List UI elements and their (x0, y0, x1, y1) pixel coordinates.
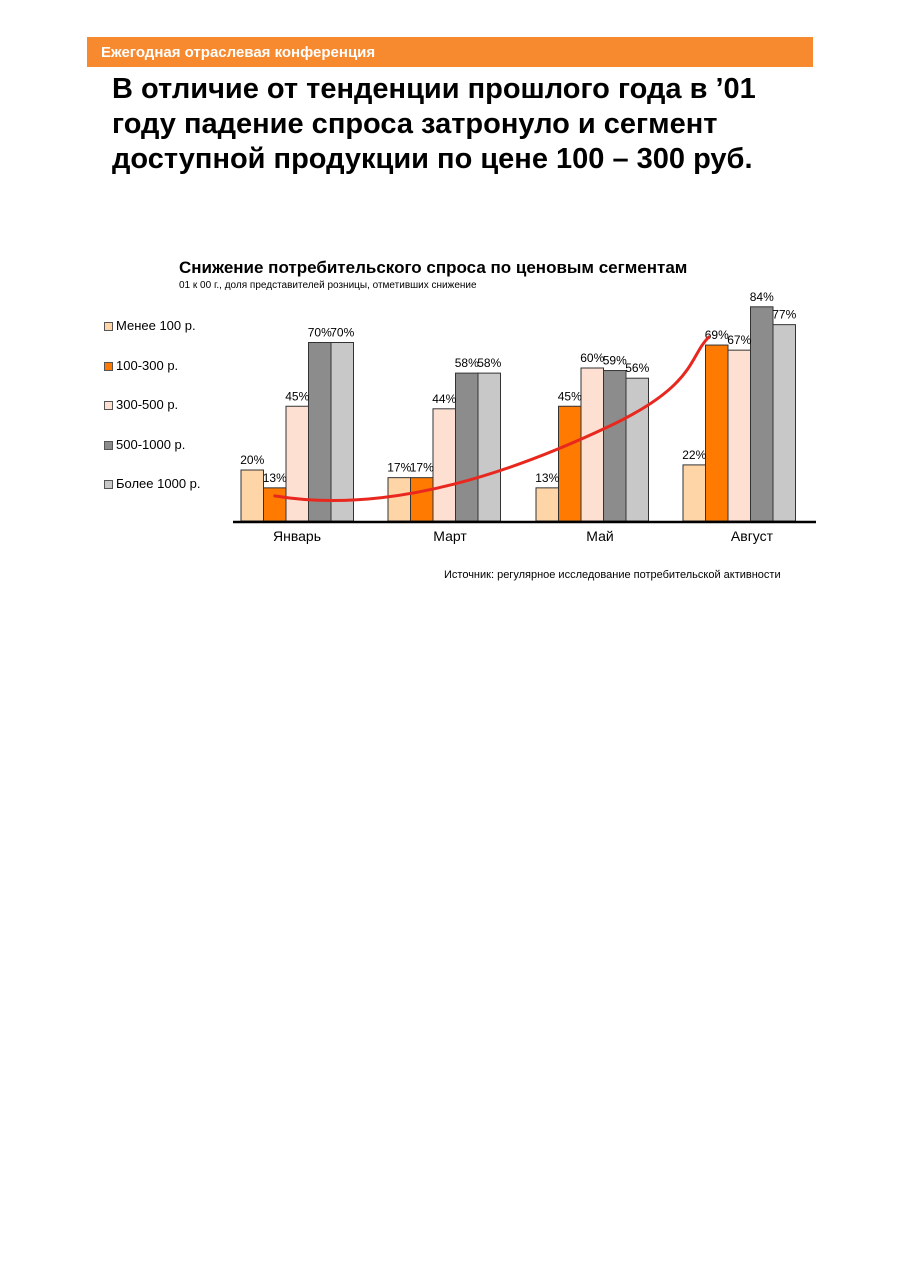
bar (432, 408, 456, 522)
data-label: 17% (410, 461, 434, 475)
trend-line (273, 335, 711, 503)
data-label: 13% (263, 471, 287, 485)
category-labels-layer: Январь Март Май Август (273, 528, 774, 544)
legend-swatch (104, 440, 113, 450)
chart-subtitle: 01 к 00 г., доля представителей розницы,… (179, 280, 477, 291)
data-label: 70% (308, 326, 332, 340)
data-label: 45% (558, 389, 582, 403)
data-label: 17% (387, 461, 411, 475)
bar-chart: 20%13%45%70%70%17%17%44%58%58%13%45%60%5… (233, 290, 816, 544)
data-label: 20% (240, 453, 264, 467)
bar (455, 372, 479, 522)
category-label: Май (586, 528, 613, 544)
data-label: 45% (285, 389, 309, 403)
data-label: 58% (477, 356, 501, 370)
data-label: 84% (750, 290, 774, 304)
category-label: Август (731, 528, 774, 544)
bar (682, 464, 706, 522)
bar (308, 342, 332, 522)
legend-label: 100-300 р. (116, 357, 179, 373)
data-label: 44% (432, 392, 456, 406)
legend-label: 500-1000 р. (116, 436, 186, 452)
bar (387, 477, 411, 522)
conference-banner: Ежегодная отраслевая конференция (87, 37, 813, 67)
legend-swatch (104, 322, 113, 331)
data-label: 77% (772, 308, 796, 322)
bar (772, 324, 796, 522)
data-label: 70% (330, 326, 354, 340)
legend-item: Менее 100 р. (104, 318, 201, 358)
legend-label: 300-500 р. (116, 397, 179, 412)
bar (285, 405, 309, 522)
legend-swatch (104, 401, 113, 410)
data-label: 69% (705, 328, 729, 342)
data-label: 59% (603, 354, 627, 368)
data-label: 22% (682, 448, 706, 462)
data-label: 56% (625, 361, 649, 375)
legend-item: 500-1000 р. (104, 437, 201, 477)
bar (705, 344, 729, 522)
data-label: 67% (727, 333, 751, 347)
bar (535, 487, 559, 522)
banner-text: Ежегодная отраслевая конференция (101, 44, 376, 61)
bar (477, 372, 501, 522)
bar (750, 306, 774, 522)
bar (603, 370, 627, 522)
legend-swatch (104, 480, 113, 489)
data-label: 58% (455, 356, 479, 370)
bar (263, 487, 287, 522)
legend-item: Более 1000 р. (104, 476, 201, 516)
category-label: Март (433, 528, 467, 544)
bar (240, 469, 264, 522)
chart-legend: Менее 100 р. 100-300 р. 300-500 р. 500-1… (104, 318, 201, 516)
bar (558, 405, 582, 522)
bar (410, 477, 434, 522)
value-labels-layer: 20%13%45%70%70%17%17%44%58%58%13%45%60%5… (240, 290, 796, 485)
legend-item: 300-500 р. (104, 397, 201, 437)
bar (727, 349, 751, 522)
data-label: 60% (580, 351, 604, 365)
bar (330, 342, 354, 522)
bar (625, 377, 649, 522)
bar (580, 367, 604, 522)
source-note: Источник: регулярное исследование потреб… (444, 569, 781, 581)
category-label: Январь (273, 528, 321, 544)
legend-label: Более 1000 р. (116, 476, 201, 491)
legend-label: Менее 100 р. (116, 318, 196, 333)
page-headline: В отличие от тенденции прошлого года в ’… (112, 73, 756, 175)
data-label: 13% (535, 471, 559, 485)
chart-title: Снижение потребительского спроса по цено… (179, 258, 688, 277)
bars-layer (240, 306, 796, 522)
legend-item: 100-300 р. (104, 358, 201, 398)
legend-swatch (104, 361, 113, 371)
